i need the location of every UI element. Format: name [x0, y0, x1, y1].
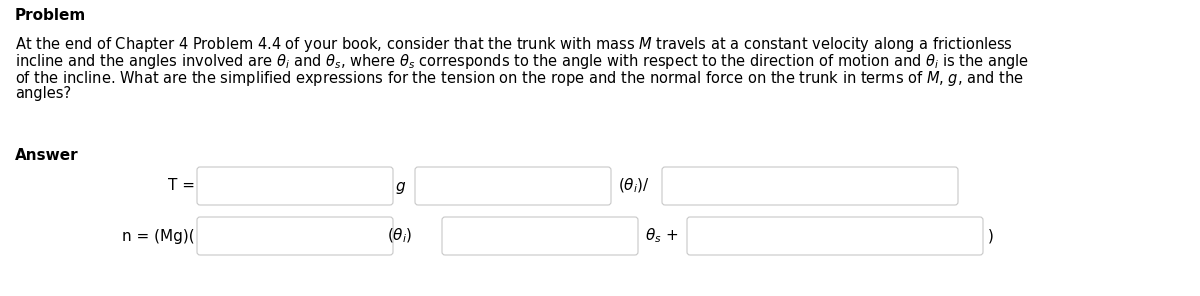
Text: ): ) — [988, 229, 994, 244]
Text: At the end of Chapter 4 Problem 4.4 of your book, consider that the trunk with m: At the end of Chapter 4 Problem 4.4 of y… — [14, 35, 1013, 54]
FancyBboxPatch shape — [662, 167, 958, 205]
Text: $\theta_s$ +: $\theta_s$ + — [646, 227, 678, 245]
Text: Problem: Problem — [14, 8, 86, 23]
Text: Answer: Answer — [14, 148, 79, 163]
Text: of the incline. What are the simplified expressions for the tension on the rope : of the incline. What are the simplified … — [14, 69, 1024, 88]
FancyBboxPatch shape — [686, 217, 983, 255]
FancyBboxPatch shape — [197, 217, 394, 255]
FancyBboxPatch shape — [197, 167, 394, 205]
FancyBboxPatch shape — [442, 217, 638, 255]
Text: g: g — [395, 178, 404, 194]
Text: n = (Mg)(: n = (Mg)( — [122, 229, 194, 244]
FancyBboxPatch shape — [415, 167, 611, 205]
Text: T =: T = — [168, 178, 194, 194]
Text: $(\theta_i)/$: $(\theta_i)/$ — [618, 177, 649, 195]
Text: $(\theta_i)$: $(\theta_i)$ — [388, 227, 413, 245]
Text: angles?: angles? — [14, 86, 71, 101]
Text: incline and the angles involved are $\theta_i$ and $\theta_s$, where $\theta_s$ : incline and the angles involved are $\th… — [14, 52, 1030, 71]
